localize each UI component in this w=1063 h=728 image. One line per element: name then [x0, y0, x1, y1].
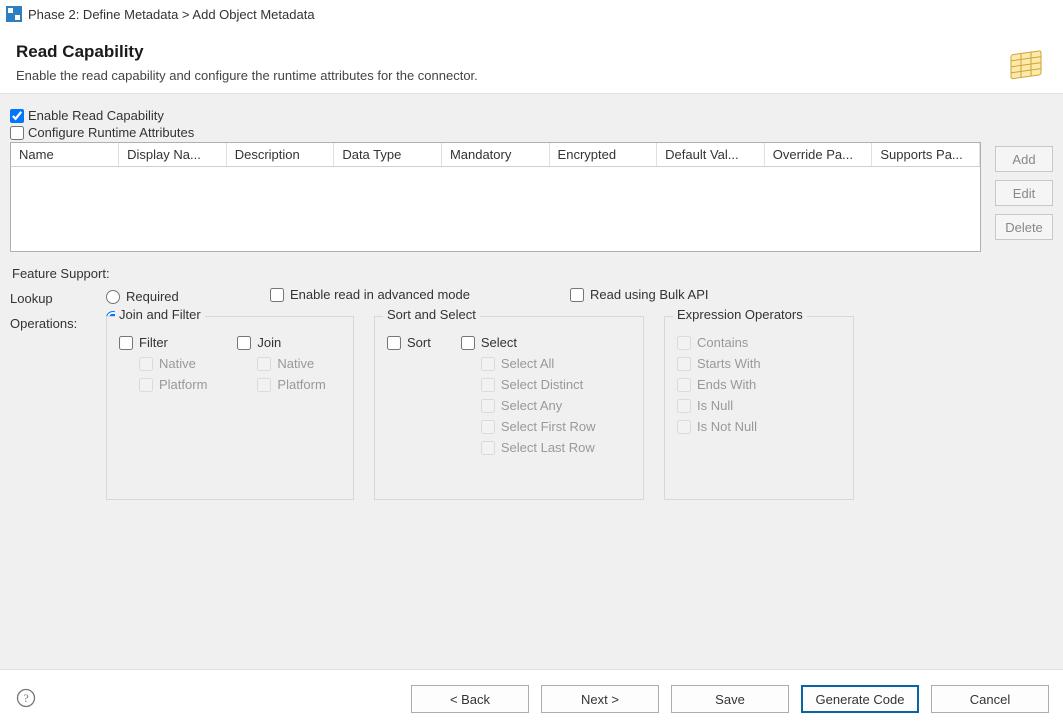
select-all-checkbox — [481, 357, 495, 371]
bulk-api-label: Read using Bulk API — [590, 287, 709, 302]
page-header: Read Capability Enable the read capabili… — [0, 28, 1063, 93]
operations-label: Operations: — [10, 316, 86, 331]
configure-runtime-row: Configure Runtime Attributes — [10, 125, 1053, 140]
lookup-required-radio[interactable] — [106, 290, 120, 304]
expression-operators-group: Expression Operators Contains Starts Wit… — [664, 316, 854, 500]
col-override-partition[interactable]: Override Pa... — [764, 143, 872, 167]
is-null-checkbox — [677, 399, 691, 413]
join-filter-group: Join and Filter Filter Native — [106, 316, 354, 500]
page-body: Enable Read Capability Configure Runtime… — [0, 93, 1063, 670]
is-null-label: Is Null — [697, 398, 733, 413]
help-icon[interactable]: ? — [16, 688, 36, 711]
enable-advanced-label: Enable read in advanced mode — [290, 287, 470, 302]
filter-label: Filter — [139, 335, 168, 350]
starts-with-label: Starts With — [697, 356, 761, 371]
col-display-name[interactable]: Display Na... — [119, 143, 227, 167]
contains-checkbox — [677, 336, 691, 350]
join-filter-legend: Join and Filter — [115, 307, 205, 322]
join-platform-label: Platform — [277, 377, 325, 392]
select-distinct-checkbox — [481, 378, 495, 392]
grid-side-buttons: Add Edit Delete — [995, 142, 1053, 252]
select-first-label: Select First Row — [501, 419, 596, 434]
runtime-attributes-grid[interactable]: Name Display Na... Description Data Type… — [10, 142, 981, 252]
runtime-attributes-area: Name Display Na... Description Data Type… — [10, 142, 1053, 252]
select-any-checkbox — [481, 399, 495, 413]
filter-native-checkbox — [139, 357, 153, 371]
advanced-row: Enable read in advanced mode Read using … — [270, 287, 1053, 302]
grid-empty-body — [11, 167, 980, 251]
col-default-value[interactable]: Default Val... — [657, 143, 765, 167]
svg-text:?: ? — [23, 691, 28, 705]
feature-support-label: Feature Support: — [12, 266, 1053, 281]
sort-select-legend: Sort and Select — [383, 307, 480, 322]
col-supports-param[interactable]: Supports Pa... — [872, 143, 980, 167]
wizard-window: Phase 2: Define Metadata > Add Object Me… — [0, 0, 1063, 728]
enable-read-checkbox[interactable] — [10, 109, 24, 123]
lookup-label: Lookup — [10, 287, 86, 306]
filter-platform-label: Platform — [159, 377, 207, 392]
lookup-required-label: Required — [126, 289, 179, 304]
filter-platform-checkbox — [139, 378, 153, 392]
col-encrypted[interactable]: Encrypted — [549, 143, 657, 167]
operations-row: Operations: Join and Filter Filter Nativ… — [10, 316, 1053, 500]
join-checkbox[interactable] — [237, 336, 251, 350]
join-native-checkbox — [257, 357, 271, 371]
back-button[interactable]: < Back — [411, 685, 529, 713]
wizard-footer: ? < Back Next > Save Generate Code Cance… — [0, 670, 1063, 728]
bulk-api-checkbox[interactable] — [570, 288, 584, 302]
select-label: Select — [481, 335, 517, 350]
ends-with-label: Ends With — [697, 377, 756, 392]
edit-button[interactable]: Edit — [995, 180, 1053, 206]
select-distinct-label: Select Distinct — [501, 377, 583, 392]
is-not-null-checkbox — [677, 420, 691, 434]
enable-read-label: Enable Read Capability — [28, 108, 164, 123]
generate-code-button[interactable]: Generate Code — [801, 685, 919, 713]
filter-native-label: Native — [159, 356, 196, 371]
select-last-label: Select Last Row — [501, 440, 595, 455]
configure-runtime-checkbox[interactable] — [10, 126, 24, 140]
delete-button[interactable]: Delete — [995, 214, 1053, 240]
starts-with-checkbox — [677, 357, 691, 371]
app-icon — [6, 6, 22, 22]
col-name[interactable]: Name — [11, 143, 119, 167]
select-first-checkbox — [481, 420, 495, 434]
wizard-banner-icon — [1003, 42, 1047, 86]
ends-with-checkbox — [677, 378, 691, 392]
contains-label: Contains — [697, 335, 748, 350]
enable-read-row: Enable Read Capability — [10, 108, 1053, 123]
save-button[interactable]: Save — [671, 685, 789, 713]
configure-runtime-label: Configure Runtime Attributes — [28, 125, 194, 140]
select-all-label: Select All — [501, 356, 554, 371]
select-checkbox[interactable] — [461, 336, 475, 350]
filter-checkbox[interactable] — [119, 336, 133, 350]
page-subtitle: Enable the read capability and configure… — [16, 68, 1047, 83]
add-button[interactable]: Add — [995, 146, 1053, 172]
page-title: Read Capability — [16, 42, 1047, 62]
select-last-checkbox — [481, 441, 495, 455]
join-label: Join — [257, 335, 281, 350]
col-mandatory[interactable]: Mandatory — [441, 143, 549, 167]
expression-operators-legend: Expression Operators — [673, 307, 807, 322]
window-title: Phase 2: Define Metadata > Add Object Me… — [28, 7, 315, 22]
cancel-button[interactable]: Cancel — [931, 685, 1049, 713]
is-not-null-label: Is Not Null — [697, 419, 757, 434]
titlebar: Phase 2: Define Metadata > Add Object Me… — [0, 0, 1063, 28]
join-native-label: Native — [277, 356, 314, 371]
select-any-label: Select Any — [501, 398, 562, 413]
col-data-type[interactable]: Data Type — [334, 143, 442, 167]
sort-label: Sort — [407, 335, 431, 350]
sort-checkbox[interactable] — [387, 336, 401, 350]
enable-advanced-checkbox[interactable] — [270, 288, 284, 302]
join-platform-checkbox — [257, 378, 271, 392]
sort-select-group: Sort and Select Sort Select — [374, 316, 644, 500]
next-button[interactable]: Next > — [541, 685, 659, 713]
col-description[interactable]: Description — [226, 143, 334, 167]
